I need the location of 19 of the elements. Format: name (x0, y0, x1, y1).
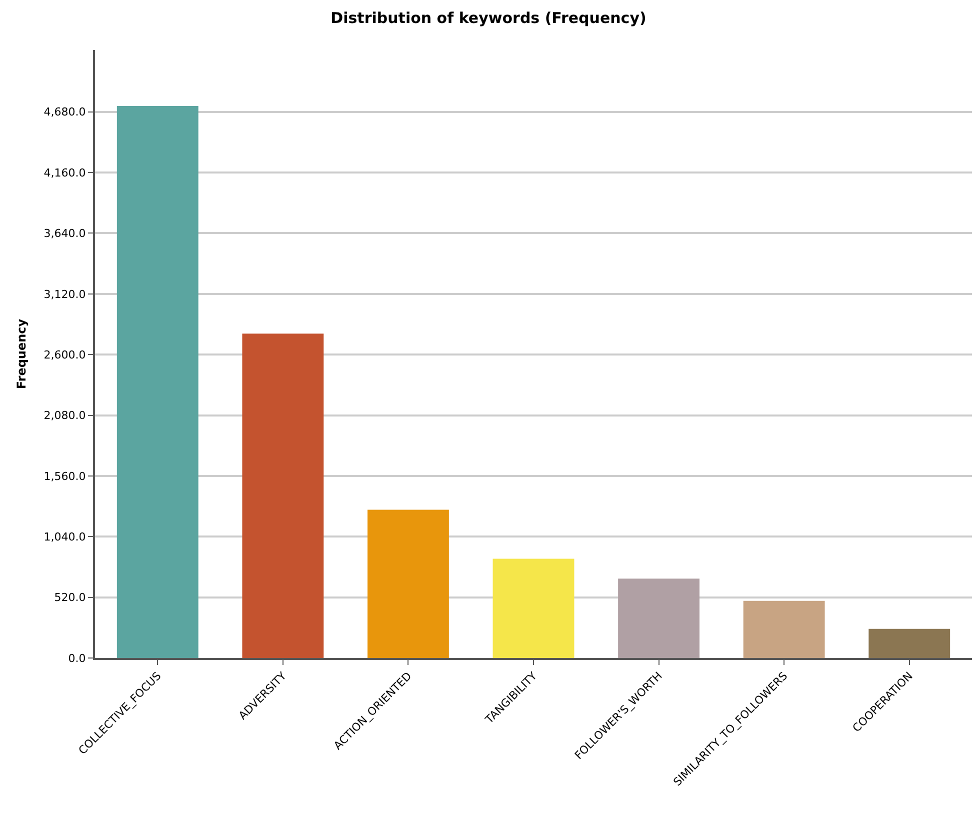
bar (618, 578, 700, 658)
y-tick-label: 2,600.0 (44, 348, 86, 362)
bar (116, 106, 198, 658)
y-tick-label: 2,080.0 (44, 409, 86, 422)
y-tick-label: 520.0 (54, 591, 86, 604)
bar (868, 628, 950, 658)
y-tick-label: 4,680.0 (44, 106, 86, 119)
y-tick-label: 3,640.0 (44, 227, 86, 240)
y-tick-label: 4,160.0 (44, 166, 86, 180)
y-tick-label: 1,560.0 (44, 470, 86, 483)
y-tick-label: 0.0 (68, 652, 86, 665)
bar (368, 510, 449, 658)
bar (492, 558, 574, 658)
y-tick-label: 1,040.0 (44, 530, 86, 544)
y-tick-label: 3,120.0 (44, 288, 86, 301)
bar (242, 334, 324, 658)
chart-title: Distribution of keywords (Frequency) (330, 8, 646, 27)
bar (743, 600, 825, 658)
y-axis-title: Frequency (14, 318, 29, 390)
